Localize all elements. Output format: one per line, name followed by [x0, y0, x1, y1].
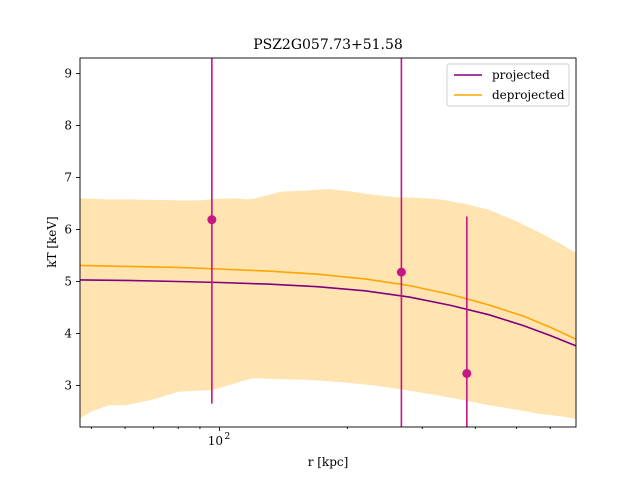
y-tick-label: 9: [64, 67, 72, 81]
x-axis-ticks: 10 2: [90, 427, 551, 448]
data-points: [207, 58, 472, 427]
confidence-band: [80, 189, 576, 419]
x-tick-label: 10: [208, 434, 223, 448]
y-axis-label: kT [keV]: [45, 216, 59, 268]
series-line-projected: [80, 279, 576, 347]
series-line-deprojected: [80, 264, 576, 340]
y-tick-label: 7: [64, 171, 72, 185]
plot-frame: [79, 57, 577, 428]
data-point-2: [462, 368, 472, 378]
y-tick-label: 5: [64, 274, 72, 288]
legend-label-projected: projected: [492, 68, 550, 82]
data-point-1: [396, 267, 406, 277]
y-tick-label: 6: [64, 223, 72, 237]
y-tick-label: 4: [64, 326, 72, 340]
y-axis-ticks: 3 4 5 6 7 8 9: [64, 67, 80, 392]
x-axis-label: r [kpc]: [308, 455, 349, 469]
legend-label-deprojected: deprojected: [492, 88, 565, 102]
y-tick-label: 8: [64, 119, 72, 133]
data-point-0: [207, 215, 217, 225]
chart-title: PSZ2G057.73+51.58: [253, 37, 403, 53]
x-tick-label-exponent: 2: [225, 432, 231, 442]
legend: projected deprojected: [446, 63, 570, 107]
y-tick-label: 3: [64, 378, 72, 392]
